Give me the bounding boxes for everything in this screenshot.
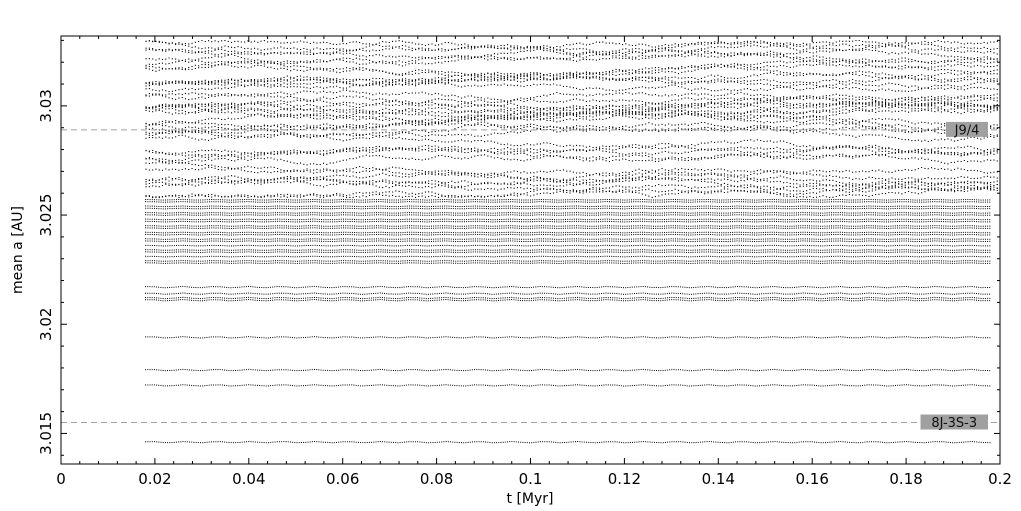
orbit-track [145,104,998,125]
orbit-track [145,249,991,251]
orbit-track [145,139,998,156]
data-points-layer [145,39,998,444]
orbit-track [145,231,991,234]
resonance-label: J9/4 [954,123,980,138]
orbit-track [145,440,991,444]
x-tick-label: 0.02 [138,470,171,488]
orbit-track [145,92,998,107]
orbit-track [145,296,991,300]
x-tick-label: 0.2 [988,470,1012,488]
orbit-track [145,129,998,155]
orbit-track [145,102,998,121]
orbit-track [145,218,991,221]
orbit-track [145,225,991,227]
orbit-track [145,214,991,216]
orbit-track [145,110,998,130]
y-tick-label: 3.02 [37,308,55,341]
orbit-track [145,121,998,141]
orbit-track [145,169,998,186]
orbit-track [145,63,998,91]
x-axis-label: t [Myr] [507,491,554,507]
orbit-track [145,63,998,93]
orbit-track [145,120,998,142]
orbit-track [145,95,998,112]
x-tick-label: 0 [56,470,66,488]
orbit-track [145,120,998,143]
orbit-track [145,240,991,243]
orbit-track [145,175,998,193]
orbit-track [145,48,998,64]
orbit-track [145,181,998,199]
resonance-layer: J9/4 8J-3S-3 [61,121,1000,431]
x-tick-label: 0.08 [420,470,453,488]
orbit-track [145,144,998,162]
orbit-track [145,175,998,192]
resonance-label: 8J-3S-3 [931,416,977,431]
orbit-track [145,260,991,262]
orbit-track [145,368,991,372]
orbit-track [145,166,998,176]
orbit-track [145,205,991,208]
orbit-track [145,48,998,67]
orbit-track [145,255,991,258]
x-tick-label: 0.1 [519,470,543,488]
orbit-track [145,158,998,186]
orbit-track [145,39,998,64]
orbit-track [145,298,991,302]
orbit-track [145,108,998,126]
y-tick-label: 3.03 [37,89,55,122]
orbit-track [145,102,998,134]
orbit-track [145,144,998,165]
orbit-track [145,63,998,85]
orbit-track [145,48,998,83]
orbit-track [145,93,998,112]
orbit-track [145,60,998,86]
orbit-track [145,336,991,339]
x-tick-label: 0.18 [889,470,922,488]
orbit-track [145,238,991,240]
x-tick-label: 0.16 [795,470,828,488]
resonance-label-bg [946,121,988,137]
orbit-track [145,384,991,387]
x-axis-ticks: 0 0.02 0.04 0.06 0.08 0.1 0.12 0.14 0.16 0.18 0.2 [56,36,1012,488]
orbit-track [145,292,991,295]
orbit-track [145,198,991,201]
orbit-track [145,244,991,247]
x-tick-label: 0.12 [608,470,641,488]
orbit-track [145,102,998,137]
y-tick-label: 3.015 [37,412,55,455]
orbit-track [145,220,991,223]
orbit-track [145,69,998,87]
orbit-track [145,177,998,198]
orbit-track [145,183,998,199]
y-axis-label: mean a [AU] [10,206,26,294]
orbit-track [145,148,998,166]
orbit-track [145,40,998,56]
orbit-track [145,211,991,214]
x-tick-label: 0.04 [232,470,265,488]
orbit-track [145,39,998,53]
orbit-track [145,207,991,210]
orbit-track [145,44,998,70]
y-axis-ticks: 3.015 3.02 3.025 3.03 [37,39,1000,456]
orbit-track [145,233,991,236]
orbit-track [145,89,998,106]
orbit-track [145,262,991,265]
orbit-track [145,201,991,203]
x-tick-label: 0.06 [326,470,359,488]
orbit-track [145,81,998,92]
x-tick-label: 0.14 [702,470,735,488]
y-tick-label: 3.025 [37,194,55,237]
resonance-label-bg [920,414,988,430]
orbit-track [145,99,998,118]
orbit-track [145,227,991,230]
orbit-track [145,285,991,289]
orbit-track [145,251,991,254]
